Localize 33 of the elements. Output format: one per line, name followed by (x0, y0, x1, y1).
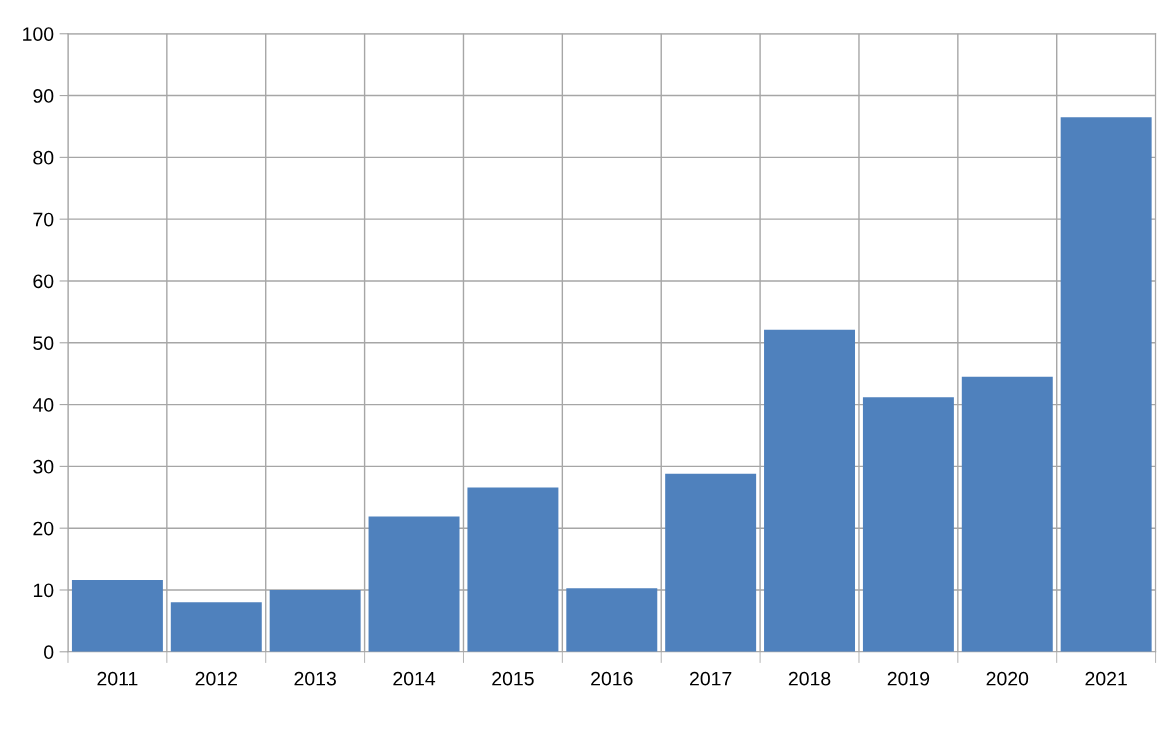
x-tick-label: 2015 (492, 671, 534, 686)
x-tick-label: 2014 (393, 671, 436, 686)
x-tick-label: 2017 (690, 671, 732, 686)
y-tick-label: 20 (33, 521, 54, 536)
x-tick-label: 2020 (986, 671, 1029, 686)
x-tick-label: 2016 (591, 671, 633, 686)
x-tick-label: 2013 (294, 671, 336, 686)
bar (665, 473, 757, 652)
y-tick-label: 100 (23, 27, 54, 41)
bar (467, 487, 559, 652)
bar (269, 589, 361, 652)
bar (566, 588, 658, 652)
y-tick-label: 0 (44, 645, 54, 660)
bar (862, 397, 954, 652)
bar (961, 376, 1053, 652)
bar (368, 516, 460, 652)
y-tick-label: 10 (33, 583, 54, 598)
y-tick-label: 30 (33, 459, 54, 474)
bar (71, 580, 163, 652)
bar (764, 329, 856, 652)
x-tick-label: 2011 (97, 671, 138, 686)
x-tick-label: 2021 (1085, 671, 1127, 686)
y-tick-label: 80 (33, 150, 54, 165)
y-tick-label: 70 (33, 212, 54, 227)
x-tick-label: 2018 (788, 671, 831, 686)
bar (1060, 117, 1152, 652)
x-tick-label: 2019 (887, 671, 930, 686)
y-tick-label: 60 (33, 274, 54, 289)
y-tick-label: 90 (33, 89, 54, 103)
x-tick-label: 2012 (195, 671, 237, 686)
y-tick-label: 50 (33, 336, 54, 351)
y-tick-label: 40 (32, 398, 54, 412)
bar (170, 602, 262, 652)
